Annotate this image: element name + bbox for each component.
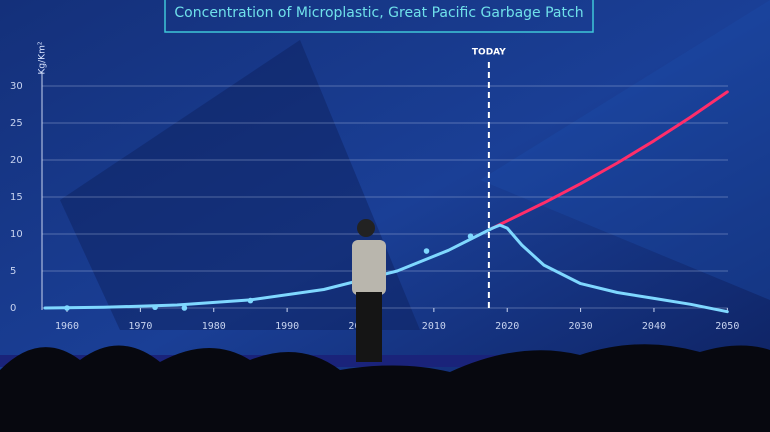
data-point — [64, 305, 70, 311]
presenter-legs — [356, 292, 382, 362]
x-tick-label: 2020 — [495, 321, 519, 332]
data-point — [181, 305, 188, 311]
x-tick-label: 1970 — [128, 321, 152, 332]
x-tick-label: 2040 — [642, 321, 666, 332]
data-point — [423, 248, 430, 254]
data-point — [152, 304, 158, 311]
plot: 0510152025301960197019801990200020102020… — [10, 48, 739, 333]
x-tick-label: 1990 — [275, 321, 299, 332]
title-box — [164, 0, 594, 33]
background-shape — [60, 40, 420, 330]
y-tick-label: 10 — [10, 229, 23, 240]
y-tick-label: 30 — [10, 81, 23, 92]
y-tick-label: 0 — [10, 303, 16, 314]
series-line — [491, 223, 729, 314]
y-axis-label: Kg/Km² — [38, 41, 48, 74]
x-tick-label: 1980 — [202, 321, 226, 332]
series-line — [491, 90, 729, 230]
presenter-jacket — [352, 240, 386, 295]
x-tick-label: 1960 — [55, 321, 79, 332]
presenter-head — [357, 219, 375, 237]
x-tick-label: 2030 — [569, 321, 593, 332]
x-tick-label: 2010 — [422, 321, 446, 332]
data-point — [467, 233, 474, 240]
y-tick-label: 15 — [10, 192, 23, 203]
x-tick-label: 2050 — [715, 321, 739, 332]
stage — [0, 219, 770, 432]
y-tick-label: 25 — [10, 118, 23, 129]
data-point — [247, 297, 254, 304]
audience — [0, 344, 770, 432]
chart-title: Concentration of Microplastic, Great Pac… — [174, 5, 583, 21]
series-line — [43, 226, 494, 310]
y-tick-label: 20 — [10, 155, 23, 166]
today-label: TODAY — [472, 48, 506, 58]
y-tick-label: 5 — [10, 266, 16, 277]
background-shape — [480, 0, 770, 300]
